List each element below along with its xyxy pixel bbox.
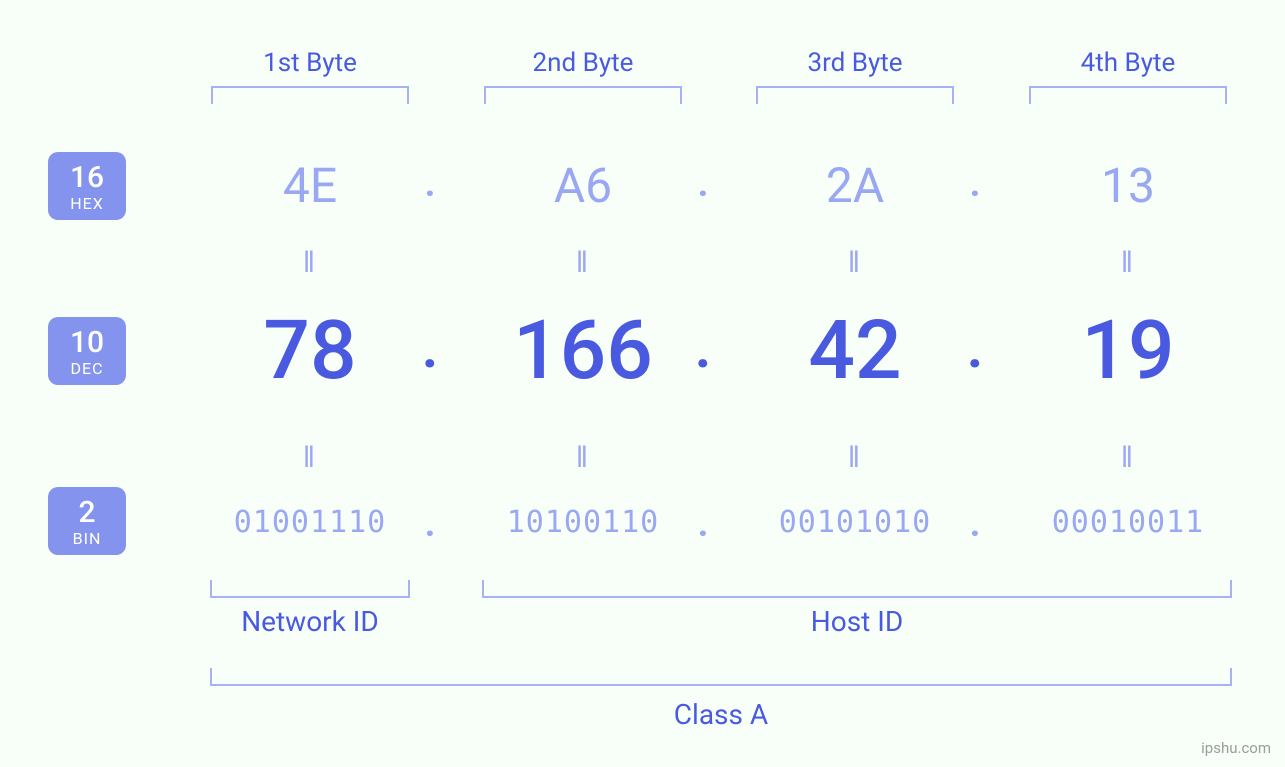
hex-byte-1: 4E [205,157,415,214]
network-id-label: Network ID [210,605,410,638]
eq2-1: ǁ [205,440,415,475]
badge-hex: 16 HEX [48,152,126,220]
class-bracket [210,668,1232,686]
bin-dot-3: . [960,499,990,546]
eq2-2: ǁ [478,440,688,475]
host-id-bracket [482,580,1232,598]
hex-dot-2: . [688,159,718,206]
bin-byte-2: 10100110 [478,505,688,540]
top-bracket-2 [484,86,682,104]
badge-hex-label: HEX [62,196,112,213]
eq1-2: ǁ [478,245,688,280]
bin-dot-1: . [415,499,445,546]
badge-hex-num: 16 [62,162,112,194]
bin-dot-2: . [688,499,718,546]
bin-byte-1: 01001110 [205,505,415,540]
byte-header-3: 3rd Byte [755,48,955,78]
eq2-4: ǁ [1023,440,1233,475]
hex-byte-2: A6 [478,157,688,214]
top-bracket-4 [1029,86,1227,104]
dec-byte-3: 42 [750,303,960,399]
hex-byte-4: 13 [1023,157,1233,214]
top-bracket-1 [211,86,409,104]
dec-dot-1: . [415,311,445,382]
badge-dec-num: 10 [62,327,112,359]
hex-byte-3: 2A [750,157,960,214]
dec-byte-2: 166 [478,303,688,399]
hex-dot-1: . [415,159,445,206]
hex-dot-3: . [960,159,990,206]
eq1-3: ǁ [750,245,960,280]
dec-byte-4: 19 [1023,303,1233,399]
class-label: Class A [210,698,1232,731]
badge-bin-label: BIN [62,531,112,548]
byte-header-4: 4th Byte [1028,48,1228,78]
dec-dot-3: . [960,311,990,382]
badge-bin: 2 BIN [48,487,126,555]
byte-header-1: 1st Byte [210,48,410,78]
top-bracket-3 [756,86,954,104]
host-id-label: Host ID [482,605,1232,638]
badge-bin-num: 2 [62,497,112,529]
network-id-bracket [210,580,410,598]
bin-byte-4: 00010011 [1023,505,1233,540]
byte-header-2: 2nd Byte [483,48,683,78]
dec-byte-1: 78 [205,303,415,399]
bin-byte-3: 00101010 [750,505,960,540]
badge-dec-label: DEC [62,361,112,378]
diagram-container: 16 HEX 10 DEC 2 BIN 1st Byte 2nd Byte 3r… [0,0,1285,767]
eq1-1: ǁ [205,245,415,280]
dec-dot-2: . [688,311,718,382]
eq1-4: ǁ [1023,245,1233,280]
eq2-3: ǁ [750,440,960,475]
watermark: ipshu.com [1201,739,1271,757]
badge-dec: 10 DEC [48,317,126,385]
